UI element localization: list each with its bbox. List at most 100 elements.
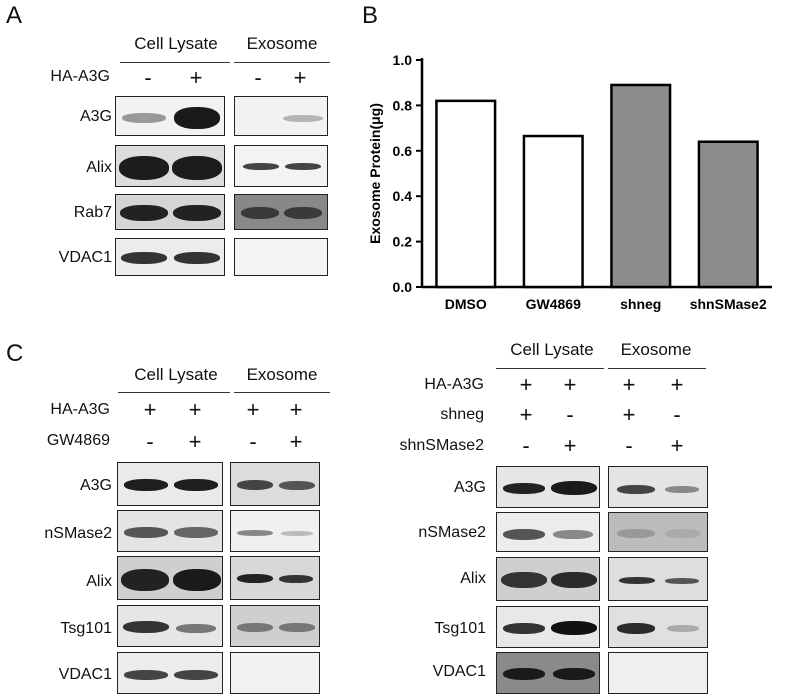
condition-sign: - bbox=[522, 433, 530, 458]
row-label-rab7: Rab7 bbox=[73, 204, 112, 221]
exosome-header: Exosome bbox=[246, 34, 318, 53]
cell-lysate-header: Cell Lysate bbox=[134, 34, 218, 53]
row-label-a3g: A3G bbox=[79, 477, 112, 494]
panel-b-letter: B bbox=[362, 2, 379, 29]
blot-alix-lysate bbox=[117, 556, 223, 600]
condition-sign: + bbox=[519, 372, 533, 397]
bar bbox=[697, 140, 759, 289]
blot-a3g-lysate bbox=[496, 466, 600, 508]
cell-lysate-underline bbox=[118, 392, 230, 393]
cell-lysate-underline bbox=[496, 368, 604, 369]
condition-sign: - bbox=[625, 433, 633, 458]
cell-lysate-header: Cell Lysate bbox=[134, 365, 218, 384]
blot-vdac1-exosome bbox=[234, 238, 328, 276]
row-label-alix: Alix bbox=[460, 570, 486, 587]
blot-vdac1-exosome bbox=[230, 652, 320, 694]
bar bbox=[610, 83, 672, 289]
x-tick-label: shneg bbox=[620, 296, 661, 312]
blot-alix-exosome bbox=[234, 145, 328, 187]
blot-nsmase2-lysate bbox=[496, 512, 600, 552]
blot-vdac1-lysate bbox=[115, 238, 225, 276]
condition-sign: + bbox=[289, 429, 303, 454]
row-label-vdac1: VDAC1 bbox=[432, 663, 486, 680]
x-tick-label: DMSO bbox=[445, 296, 487, 312]
blot-tsg101-exosome bbox=[230, 605, 320, 647]
row-label-nsmase2: nSMase2 bbox=[418, 524, 486, 541]
cell-lysate-underline bbox=[120, 62, 230, 63]
exosome-underline bbox=[608, 368, 706, 369]
condition-label-shnsmase2: shnSMase2 bbox=[399, 437, 485, 454]
blot-alix-lysate bbox=[496, 557, 600, 601]
y-tick-label: 0.6 bbox=[393, 143, 413, 159]
exosome-underline bbox=[234, 392, 330, 393]
condition-sign: + bbox=[289, 397, 303, 422]
condition-sign: + bbox=[670, 433, 684, 458]
blot-nsmase2-lysate bbox=[117, 510, 223, 552]
row-label-vdac1: VDAC1 bbox=[58, 666, 112, 683]
cell-lysate-header: Cell Lysate bbox=[510, 340, 594, 359]
blot-rab7-lysate bbox=[115, 194, 225, 230]
condition-sign: + bbox=[189, 65, 203, 90]
condition-label-ha-a3g: HA-A3G bbox=[424, 376, 484, 393]
condition-sign: - bbox=[249, 429, 257, 454]
blot-alix-exosome bbox=[608, 557, 708, 601]
condition-sign: + bbox=[188, 429, 202, 454]
bar bbox=[435, 99, 497, 289]
blot-a3g-exosome bbox=[234, 96, 328, 136]
blot-a3g-exosome bbox=[230, 462, 320, 506]
y-tick-label: 0.2 bbox=[393, 234, 413, 250]
condition-label-ha-a3g: HA-A3G bbox=[50, 401, 110, 418]
condition-sign: + bbox=[293, 65, 307, 90]
condition-sign: + bbox=[622, 372, 636, 397]
row-label-nsmase2: nSMase2 bbox=[44, 525, 112, 542]
blot-alix-lysate bbox=[115, 145, 225, 187]
condition-sign: - bbox=[146, 429, 154, 454]
exosome-protein-bar-chart: 0.0 0.2 0.4 0.6 0.8 1.0 Exosome Protein(μg) DMS… bbox=[367, 52, 772, 312]
blot-vdac1-exosome bbox=[608, 652, 708, 694]
condition-sign: - bbox=[673, 402, 681, 427]
blot-tsg101-lysate bbox=[496, 606, 600, 648]
panel-a-letter: A bbox=[6, 2, 23, 29]
blot-tsg101-exosome bbox=[608, 606, 708, 648]
blot-alix-exosome bbox=[230, 556, 320, 600]
exosome-header: Exosome bbox=[620, 340, 692, 359]
bar bbox=[522, 134, 584, 289]
blot-a3g-exosome bbox=[608, 466, 708, 508]
condition-label-shneg: shneg bbox=[440, 406, 484, 423]
y-tick-label: 1.0 bbox=[393, 52, 413, 68]
condition-sign: + bbox=[246, 397, 260, 422]
condition-sign: - bbox=[254, 65, 262, 90]
condition-sign: - bbox=[144, 65, 152, 90]
blot-a3g-lysate bbox=[115, 96, 225, 136]
condition-sign: + bbox=[670, 372, 684, 397]
exosome-underline bbox=[234, 62, 330, 63]
blot-a3g-lysate bbox=[117, 462, 223, 506]
blot-rab7-exosome bbox=[234, 194, 328, 230]
row-label-alix: Alix bbox=[86, 573, 112, 590]
exosome-header: Exosome bbox=[246, 365, 318, 384]
row-label-vdac1: VDAC1 bbox=[58, 249, 112, 266]
blot-nsmase2-exosome bbox=[230, 510, 320, 552]
row-label-alix: Alix bbox=[86, 159, 112, 176]
panel-c-letter: C bbox=[6, 340, 24, 367]
condition-sign: + bbox=[563, 433, 577, 458]
condition-label-ha-a3g: HA-A3G bbox=[50, 68, 110, 85]
x-tick-label: shnSMase2 bbox=[690, 296, 767, 312]
condition-sign: + bbox=[188, 397, 202, 422]
condition-sign: + bbox=[622, 402, 636, 427]
y-tick-label: 0.4 bbox=[393, 188, 413, 204]
y-tick-label: 0.0 bbox=[393, 279, 413, 295]
blot-nsmase2-exosome bbox=[608, 512, 708, 552]
row-label-a3g: A3G bbox=[453, 479, 486, 496]
row-label-a3g: A3G bbox=[79, 108, 112, 125]
row-label-tsg101: Tsg101 bbox=[60, 620, 112, 637]
blot-vdac1-lysate bbox=[496, 652, 600, 694]
condition-sign: + bbox=[143, 397, 157, 422]
blot-vdac1-lysate bbox=[117, 652, 223, 694]
x-tick-label: GW4869 bbox=[526, 296, 581, 312]
row-label-tsg101: Tsg101 bbox=[434, 620, 486, 637]
y-axis-label: Exosome Protein(μg) bbox=[367, 103, 383, 244]
y-tick-label: 0.8 bbox=[393, 97, 413, 113]
condition-sign: + bbox=[519, 402, 533, 427]
condition-sign: + bbox=[563, 372, 577, 397]
